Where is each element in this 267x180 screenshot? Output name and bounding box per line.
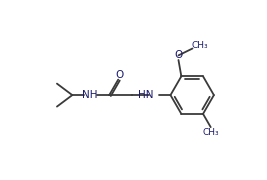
Text: CH₃: CH₃ <box>203 128 219 137</box>
Text: HN: HN <box>138 90 154 100</box>
Text: NH: NH <box>83 90 98 100</box>
Text: O: O <box>116 70 124 80</box>
Text: O: O <box>174 50 183 60</box>
Text: CH₃: CH₃ <box>191 41 208 50</box>
